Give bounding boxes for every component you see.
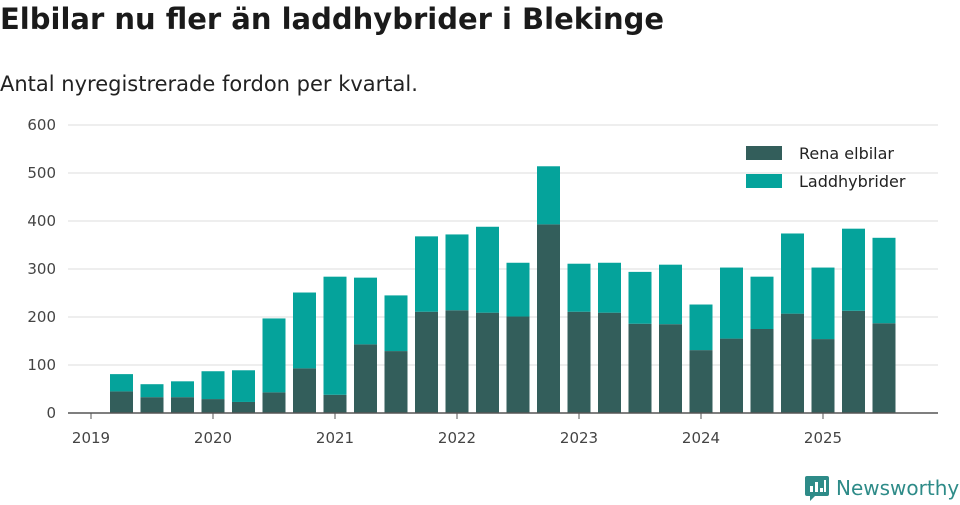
bar-rena-elbilar-2022Q2 (476, 312, 499, 413)
x-tick-label: 2022 (438, 429, 476, 447)
legend-label: Rena elbilar (799, 144, 894, 163)
brand-name: Newsworthy (836, 476, 960, 500)
y-tick-label: 0 (46, 404, 56, 422)
bar-laddhybrider-2021Q3 (384, 295, 408, 352)
bar-rena-elbilar-2023Q1 (567, 311, 591, 413)
legend-label: Laddhybrider (799, 172, 906, 191)
bar-laddhybrider-2023Q3 (628, 271, 652, 324)
bar-rena-elbilar-2025Q3 (872, 323, 896, 413)
x-tick-label: 2024 (682, 429, 720, 447)
bar-rena-elbilar-2022Q3 (506, 316, 530, 413)
legend-swatch (746, 146, 782, 160)
bars (110, 166, 896, 413)
bar-rena-elbilar-2024Q3 (750, 329, 774, 413)
bar-rena-elbilar-2024Q2 (720, 338, 743, 413)
bar-laddhybrider-2021Q2 (354, 277, 377, 345)
y-tick-label: 100 (27, 356, 56, 374)
bar-rena-elbilar-2019Q3 (140, 397, 164, 413)
bar-laddhybrider-2023Q4 (659, 264, 682, 325)
bar-laddhybrider-2019Q4 (171, 381, 194, 398)
bar-laddhybrider-2023Q2 (598, 262, 621, 313)
bar-rena-elbilar-2019Q4 (171, 397, 194, 413)
x-tick-label: 2021 (316, 429, 354, 447)
bar-rena-elbilar-2021Q3 (384, 351, 408, 413)
y-tick-label: 400 (27, 212, 56, 230)
bar-rena-elbilar-2021Q1 (323, 394, 347, 413)
bar-rena-elbilar-2023Q3 (628, 323, 652, 413)
bar-rena-elbilar-2021Q4 (415, 311, 438, 413)
bar-laddhybrider-2022Q2 (476, 226, 499, 313)
bar-laddhybrider-2021Q1 (323, 276, 347, 395)
bar-laddhybrider-2019Q2 (110, 374, 133, 392)
bar-laddhybrider-2025Q1 (811, 267, 835, 340)
bar-laddhybrider-2021Q4 (415, 236, 438, 312)
bar-laddhybrider-2020Q4 (293, 292, 316, 369)
bar-rena-elbilar-2023Q4 (659, 324, 682, 413)
bar-rena-elbilar-2022Q4 (537, 224, 560, 413)
x-tick-label: 2020 (194, 429, 232, 447)
bar-laddhybrider-2020Q2 (232, 370, 255, 402)
bar-rena-elbilar-2020Q4 (293, 368, 316, 413)
x-axis: 2019 2020 2021 2022 2023 2024 2025 (68, 412, 938, 447)
newsworthy-icon (805, 476, 829, 501)
bar-rena-elbilar-2023Q2 (598, 312, 621, 413)
legend: Rena elbilar Laddhybrider (746, 144, 906, 191)
bar-laddhybrider-2020Q3 (262, 318, 286, 393)
y-tick-label: 200 (27, 308, 56, 326)
y-tick-label: 500 (27, 164, 56, 182)
bar-laddhybrider-2022Q3 (506, 262, 530, 317)
bar-laddhybrider-2024Q1 (689, 304, 713, 351)
bar-rena-elbilar-2020Q1 (201, 399, 225, 413)
x-tick-label: 2019 (72, 429, 110, 447)
bar-rena-elbilar-2022Q1 (445, 310, 469, 413)
bar-rena-elbilar-2020Q3 (262, 392, 286, 413)
legend-swatch (746, 174, 782, 188)
chart-title: Elbilar nu fler än laddhybrider i Blekin… (0, 2, 665, 36)
bar-laddhybrider-2024Q4 (781, 233, 804, 314)
bar-laddhybrider-2025Q2 (842, 228, 865, 311)
bar-rena-elbilar-2021Q2 (354, 344, 377, 413)
chart-subtitle: Antal nyregistrerade fordon per kvartal. (0, 72, 418, 96)
y-tick-label: 600 (27, 116, 56, 134)
bar-laddhybrider-2024Q2 (720, 267, 743, 339)
bar-rena-elbilar-2024Q1 (689, 350, 713, 413)
y-axis-ticks: 0 100 200 300 400 500 600 (27, 116, 56, 422)
y-tick-label: 300 (27, 260, 56, 278)
bar-laddhybrider-2019Q3 (140, 384, 164, 398)
bar-rena-elbilar-2020Q2 (232, 401, 255, 413)
newsworthy-logo: Newsworthy (804, 474, 959, 502)
bar-laddhybrider-2022Q4 (537, 166, 560, 225)
bar-rena-elbilar-2025Q1 (811, 339, 835, 413)
bar-rena-elbilar-2025Q2 (842, 310, 865, 413)
bar-laddhybrider-2022Q1 (445, 234, 469, 311)
bar-laddhybrider-2025Q3 (872, 237, 896, 324)
x-tick-label: 2025 (804, 429, 842, 447)
bar-laddhybrider-2024Q3 (750, 276, 774, 329)
x-tick-label: 2023 (560, 429, 598, 447)
bar-rena-elbilar-2019Q2 (110, 391, 133, 413)
bar-laddhybrider-2020Q1 (201, 371, 225, 400)
bar-laddhybrider-2023Q1 (567, 263, 591, 312)
bar-rena-elbilar-2024Q4 (781, 313, 804, 413)
